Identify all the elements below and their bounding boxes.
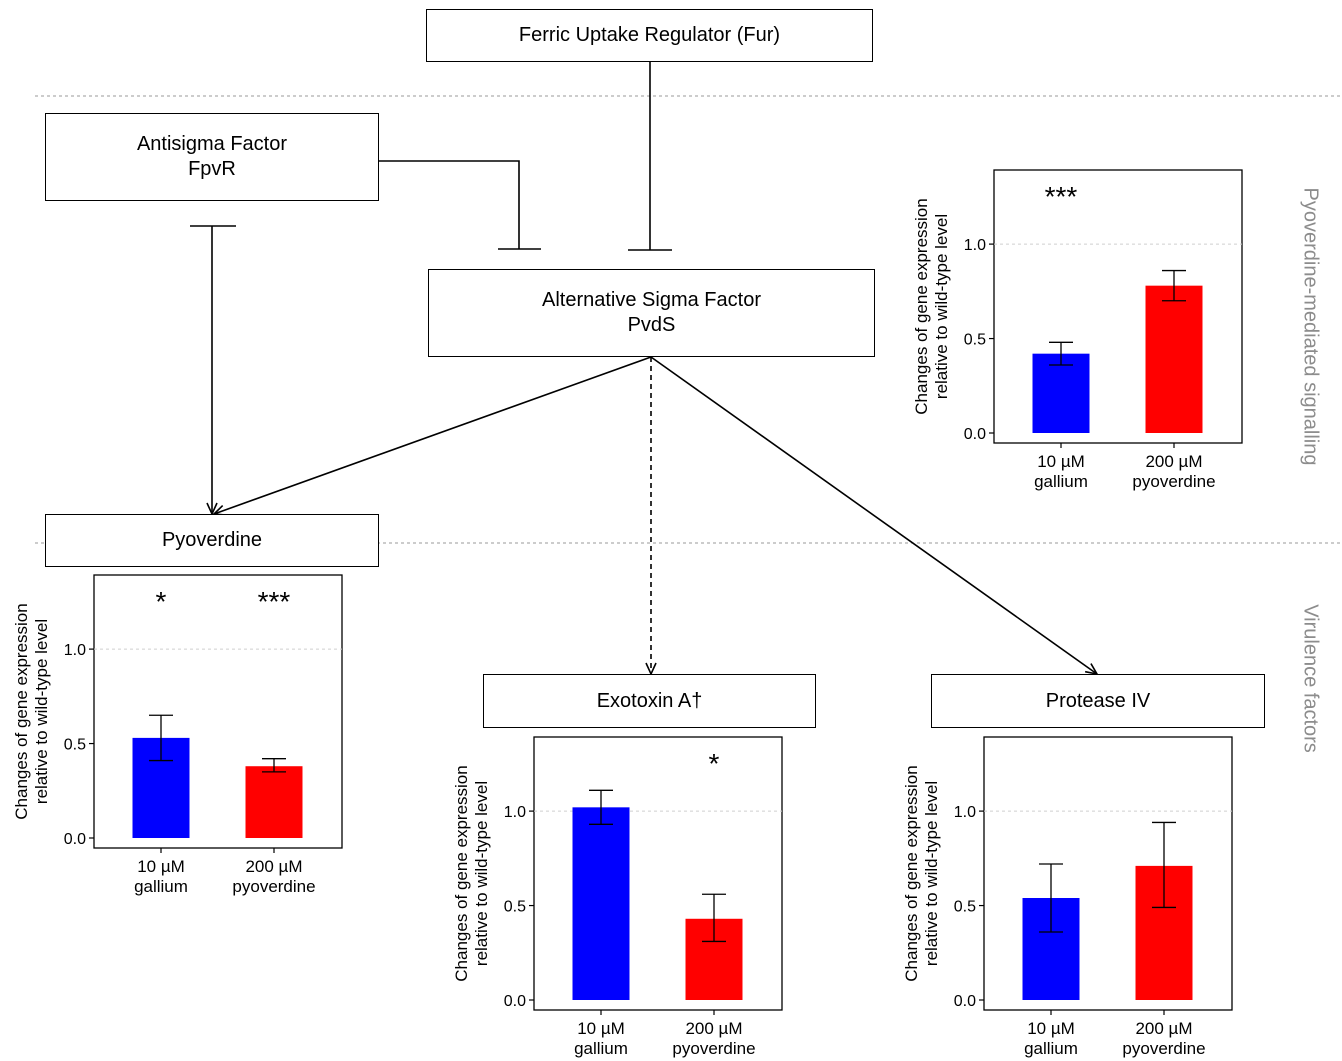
error-bar-pyoverdine <box>1162 269 1186 302</box>
node-protease: Protease IV <box>931 674 1265 728</box>
y-tick-label: 0.5 <box>964 332 986 349</box>
y-axis-label-line: Changes of gene expression <box>912 198 931 414</box>
y-tick-label: 0.0 <box>954 993 976 1010</box>
bar-pyoverdine <box>245 766 303 838</box>
y-axis-label-line: Changes of gene expression <box>902 765 921 981</box>
chart-exotoxin: 0.0 0.5 1.0 Changes of gene expressionrelat… <box>452 736 783 1058</box>
x-tick-label: pyoverdine <box>672 1039 755 1058</box>
y-axis-label: Changes of gene expressionrelative to wi… <box>12 603 51 819</box>
y-tick-label: 0.0 <box>64 831 86 848</box>
x-tick-label: pyoverdine <box>232 877 315 896</box>
error-bar-gallium <box>1039 863 1063 933</box>
fpvr-inhibits-pvds <box>378 160 541 250</box>
y-axis-label: Changes of gene expressionrelative to wi… <box>912 198 951 414</box>
node-pvds: Alternative Sigma Factor PvdS <box>428 269 875 357</box>
bar-pyoverdine <box>1145 285 1203 433</box>
y-tick-label: 0.5 <box>64 737 86 754</box>
x-tick-label: gallium <box>1024 1039 1078 1058</box>
y-axis-label-line: relative to wild-type level <box>932 214 951 399</box>
x-tick-label: gallium <box>134 877 188 896</box>
x-tick-label: gallium <box>574 1039 628 1058</box>
node-fur: Ferric Uptake Regulator (Fur) <box>426 9 873 62</box>
significance-marker: *** <box>258 586 291 617</box>
x-tick-label: 10 µM <box>1027 1019 1075 1038</box>
plot-frame <box>93 574 343 849</box>
chart-pvds: 0.0 0.5 1.0 Changes of gene expressionrelat… <box>912 169 1243 491</box>
fur-inhibits-pvds <box>628 62 672 251</box>
fpvr-inhibits-pyoverdine <box>190 225 236 516</box>
x-tick-label: 10 µM <box>137 857 185 876</box>
node-fpvr: Antisigma Factor FpvR <box>45 113 379 201</box>
error-bar-gallium <box>1049 341 1073 366</box>
plot-frame <box>533 736 783 1011</box>
node-pyoverdine: Pyoverdine <box>45 514 379 567</box>
x-tick-label: gallium <box>1034 472 1088 491</box>
y-axis-label: Changes of gene expressionrelative to wi… <box>452 765 491 981</box>
y-axis-label-line: relative to wild-type level <box>32 619 51 804</box>
pvds-to-pyoverdine-arrow <box>212 356 652 516</box>
node-protease-label: Protease IV <box>1045 689 1151 712</box>
x-tick-label: pyoverdine <box>1132 472 1215 491</box>
error-bar-pyoverdine <box>262 758 286 773</box>
node-fpvr-line2: FpvR <box>188 158 236 180</box>
bar-gallium <box>572 807 630 1000</box>
section-label-signalling: Pyoverdine-mediated signalling <box>1299 187 1322 466</box>
y-axis-label-line: relative to wild-type level <box>922 781 941 966</box>
chart-pyoverdine: 0.0 0.5 1.0 Changes of gene expressionrelat… <box>12 574 343 896</box>
x-tick-label: 200 µM <box>685 1019 742 1038</box>
y-tick-label: 0.5 <box>504 899 526 916</box>
node-exotoxin: Exotoxin A† <box>483 674 816 728</box>
x-tick-label: 200 µM <box>1135 1019 1192 1038</box>
significance-marker: *** <box>1045 181 1078 212</box>
node-pyoverdine-label: Pyoverdine <box>161 529 263 551</box>
y-axis-label-line: relative to wild-type level <box>472 781 491 966</box>
bar-gallium <box>1032 353 1090 433</box>
error-bar-pyoverdine <box>702 893 726 943</box>
x-tick-label: 200 µM <box>245 857 302 876</box>
pvds-to-protease-arrow <box>650 356 1099 676</box>
y-tick-label: 0.5 <box>954 899 976 916</box>
significance-marker: * <box>709 748 720 779</box>
error-bar-pyoverdine <box>1152 821 1176 909</box>
y-tick-label: 1.0 <box>64 642 86 659</box>
node-pvds-line1: Alternative Sigma Factor <box>542 289 761 311</box>
x-tick-label: 10 µM <box>1037 452 1085 471</box>
y-tick-label: 0.0 <box>964 426 986 443</box>
y-axis-label-line: Changes of gene expression <box>452 765 471 981</box>
x-tick-label: pyoverdine <box>1122 1039 1205 1058</box>
y-tick-label: 1.0 <box>504 804 526 821</box>
chart-protease: 0.0 0.5 1.0 Changes of gene expressionrelat… <box>902 736 1233 1058</box>
x-tick-label: 200 µM <box>1145 452 1202 471</box>
node-fur-label: Ferric Uptake Regulator (Fur) <box>518 24 781 46</box>
x-tick-label: 10 µM <box>577 1019 625 1038</box>
node-fpvr-line1: Antisigma Factor <box>136 133 288 155</box>
node-exotoxin-label: Exotoxin A† <box>596 689 703 712</box>
error-bar-gallium <box>589 789 613 825</box>
node-pvds-line2: PvdS <box>627 314 676 336</box>
error-bar-gallium <box>149 714 173 762</box>
significance-marker: * <box>156 586 167 617</box>
section-label-virulence: Virulence factors <box>1299 604 1322 753</box>
y-axis-label: Changes of gene expressionrelative to wi… <box>902 765 941 981</box>
plot-frame <box>993 169 1243 444</box>
y-tick-label: 0.0 <box>504 993 526 1010</box>
plot-frame <box>983 736 1233 1011</box>
y-axis-label-line: Changes of gene expression <box>12 603 31 819</box>
y-tick-label: 1.0 <box>954 804 976 821</box>
y-tick-label: 1.0 <box>964 237 986 254</box>
